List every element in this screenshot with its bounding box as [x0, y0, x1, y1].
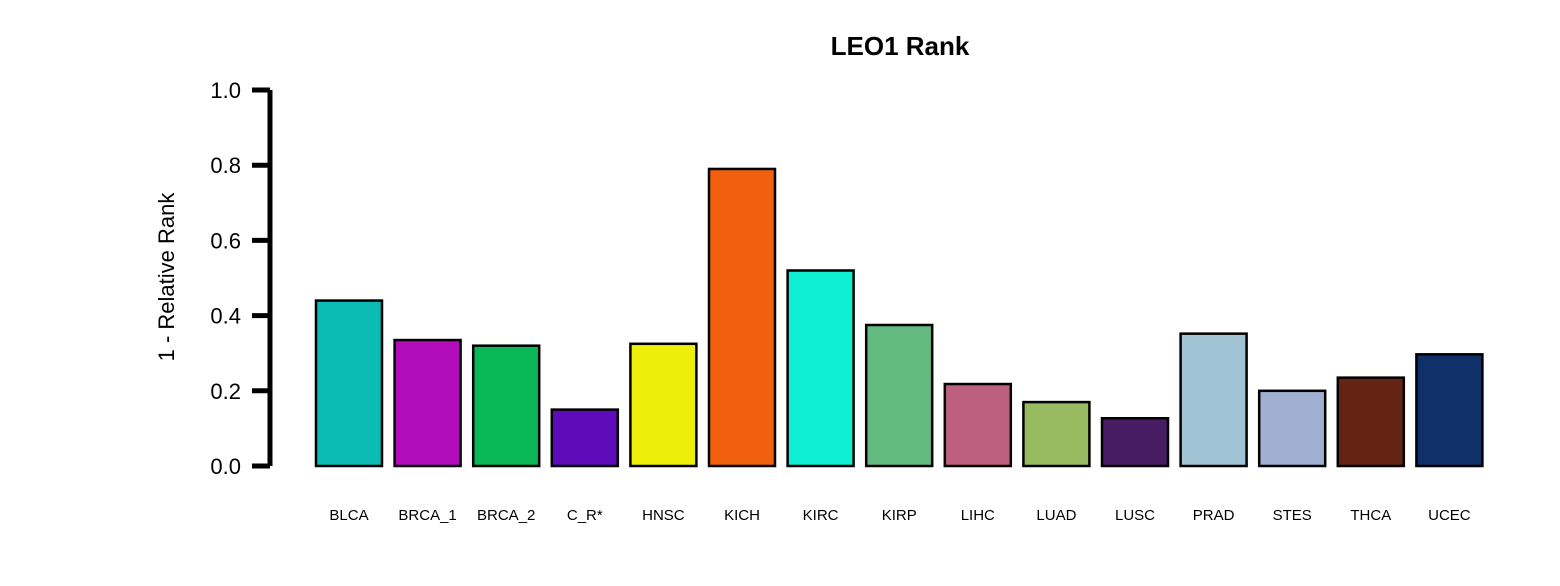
x-tick-label: PRAD [1193, 507, 1235, 524]
y-tick-label: 0.4 [210, 304, 241, 329]
bar-hnsc [629, 342, 698, 468]
bar-prad [1179, 332, 1248, 468]
bar-stes [1257, 389, 1327, 468]
bar-thca [1336, 376, 1406, 468]
bar-lihc [943, 382, 1013, 468]
bar-brca-2 [471, 344, 541, 468]
x-tick-label: THCA [1350, 507, 1391, 524]
bar-kirp [864, 323, 934, 468]
x-tick-label: KIRP [882, 507, 917, 524]
bars [314, 167, 1484, 468]
x-tick-label: KICH [724, 507, 760, 524]
bar-blca [314, 299, 384, 468]
x-tick-label: C_R* [567, 507, 603, 524]
y-tick-label: 0.2 [210, 379, 241, 404]
x-tick-label: UCEC [1428, 507, 1471, 524]
y-tick-label: 0.0 [210, 454, 241, 479]
bar-luad [1022, 400, 1091, 468]
x-tick-label: STES [1273, 507, 1312, 524]
bar-lusc [1100, 416, 1170, 468]
bar-kirc [786, 269, 855, 468]
x-tick-label: KIRC [803, 507, 839, 524]
y-axis-label: 1 - Relative Rank [154, 192, 179, 362]
x-tick-label: LUAD [1036, 507, 1076, 524]
x-tick-label: BRCA_1 [398, 507, 456, 524]
x-tick-label: LIHC [961, 507, 995, 524]
x-tick-label: BRCA_2 [477, 507, 535, 524]
y-axis-ticks: 0.0 0.2 0.4 0.6 0.8 1.0 [210, 78, 270, 479]
y-tick-label: 0.8 [210, 153, 241, 178]
x-tick-label: LUSC [1115, 507, 1155, 524]
bar-ucec [1415, 353, 1484, 468]
y-tick-label: 0.6 [210, 228, 241, 253]
x-tick-label: HNSC [642, 507, 685, 524]
x-axis-tick-labels: BLCA BRCA_1 BRCA_2 C_R* HNSC KICH KIRC KIRP LIHC… [329, 507, 1470, 524]
bar-c-r- [550, 408, 620, 468]
y-tick-label: 1.0 [210, 78, 241, 103]
x-tick-label: BLCA [329, 507, 368, 524]
bar-kich [707, 167, 777, 468]
chart-title: LEO1 Rank [831, 31, 970, 61]
bar-brca-1 [393, 338, 462, 468]
